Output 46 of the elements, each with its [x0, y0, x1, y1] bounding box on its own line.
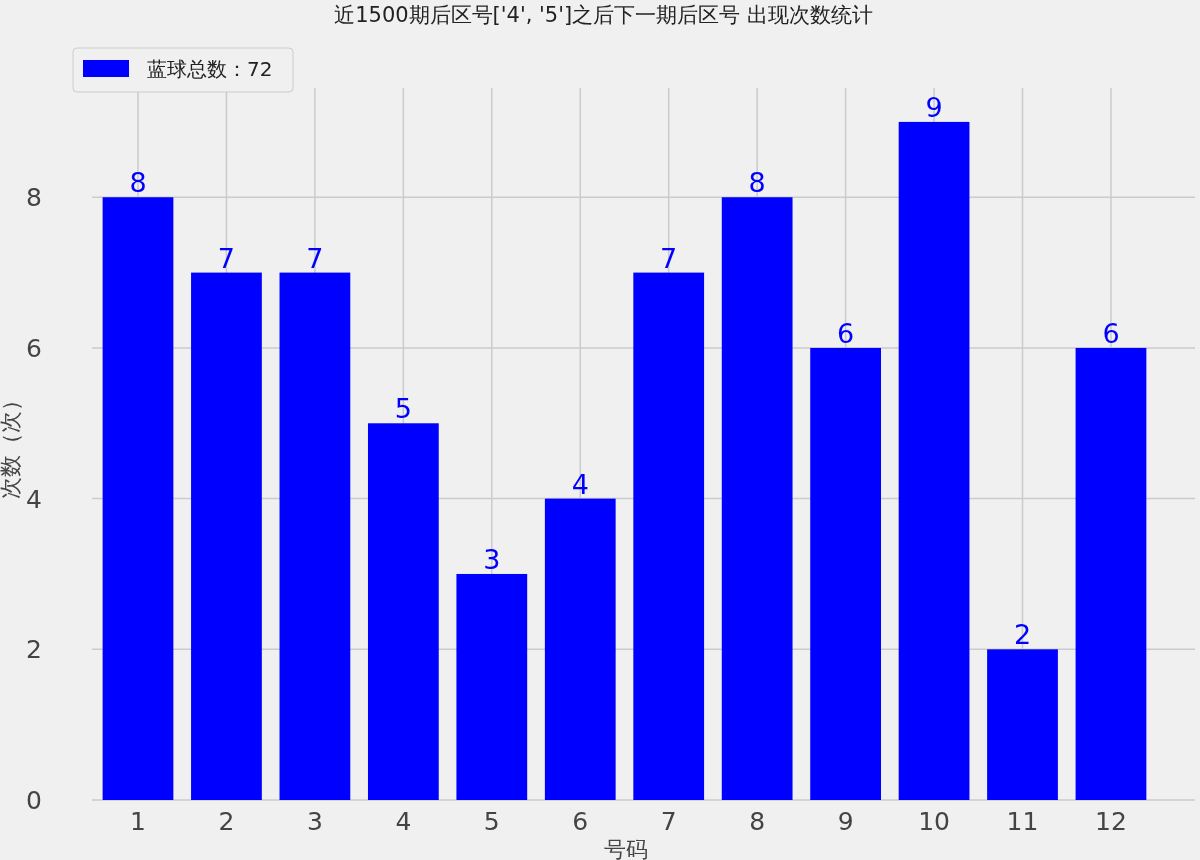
x-tick-label: 8 [749, 807, 766, 836]
y-tick-label: 0 [26, 786, 42, 815]
x-tick-label: 7 [660, 807, 677, 836]
x-tick-label: 9 [837, 807, 854, 836]
x-tick-label: 12 [1095, 807, 1127, 836]
y-tick-label: 8 [26, 183, 42, 213]
data-label: 3 [483, 543, 501, 575]
data-label: 6 [837, 317, 855, 349]
bar [102, 197, 174, 800]
data-label: 7 [660, 242, 678, 274]
data-label: 6 [1102, 317, 1120, 349]
x-tick-label: 1 [130, 807, 146, 836]
bar [1075, 347, 1147, 800]
legend: 蓝球总数：72 [72, 47, 294, 93]
bar [810, 347, 881, 800]
bar [279, 272, 351, 800]
x-axis-title: 号码 [603, 837, 648, 860]
bar [721, 197, 793, 800]
x-tick-label: 4 [395, 807, 412, 836]
bar [456, 573, 528, 800]
data-label: 8 [748, 167, 766, 199]
y-tick-label: 2 [26, 635, 42, 665]
x-tick-label: 11 [1006, 807, 1039, 836]
data-label: 9 [925, 91, 943, 123]
data-label: 2 [1013, 619, 1032, 651]
chart-title: 近1500期后区号['4', '5']之后下一期后区号 出现次数统计 [334, 3, 873, 27]
bar [633, 272, 705, 800]
y-tick-label: 4 [26, 484, 42, 514]
bar [191, 272, 262, 800]
data-label: 7 [306, 242, 324, 274]
data-label: 4 [571, 468, 589, 500]
x-tick-label: 3 [306, 807, 323, 836]
legend-label: 蓝球总数：72 [147, 57, 273, 81]
x-tick-label: 5 [483, 807, 500, 836]
y-axis-title: 次数（次） [0, 389, 23, 499]
bar [987, 649, 1058, 800]
x-tick-label: 6 [572, 807, 589, 836]
data-label: 5 [394, 393, 412, 425]
bar [898, 121, 970, 800]
x-tick-label: 2 [218, 807, 235, 836]
bar [367, 423, 439, 800]
data-label: 8 [129, 167, 147, 199]
data-label: 7 [217, 242, 236, 274]
x-tick-label: 10 [918, 807, 950, 836]
y-tick-label: 6 [26, 333, 42, 363]
bar [544, 498, 616, 800]
